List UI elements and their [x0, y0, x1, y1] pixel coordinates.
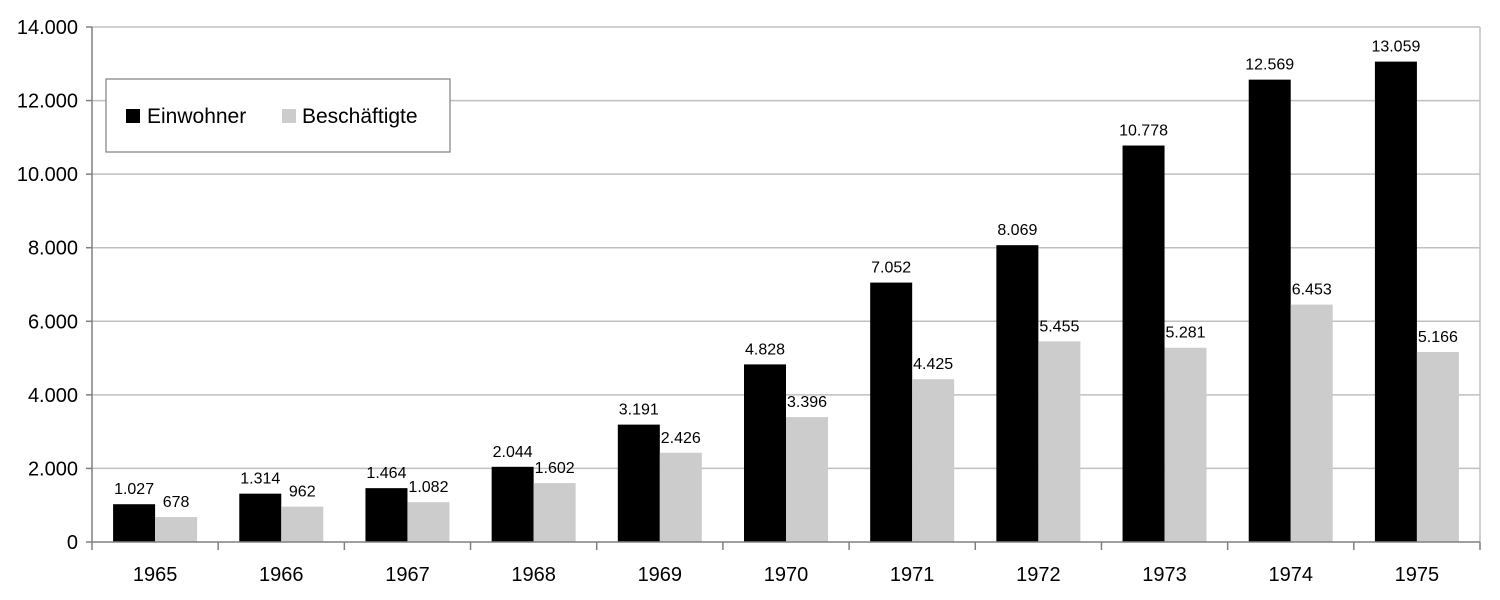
data-label-beschaeftigte-1968: 1.602 [535, 460, 575, 477]
bar-einwohner-1972 [996, 245, 1039, 542]
y-tick-label: 4.000 [28, 385, 78, 407]
data-label-beschaeftigte-1965: 678 [163, 494, 190, 511]
bar-beschaeftigte-1966 [281, 506, 324, 542]
x-tick-label: 1969 [638, 564, 683, 586]
bar-einwohner-1975 [1374, 61, 1417, 542]
legend-label-einwohner: Einwohner [147, 105, 246, 128]
data-label-einwohner-1975: 13.059 [1371, 39, 1420, 56]
y-tick-label: 0 [67, 532, 78, 554]
data-label-einwohner-1969: 3.191 [619, 402, 659, 419]
y-tick-label: 10.000 [17, 164, 78, 186]
data-label-beschaeftigte-1970: 3.396 [787, 394, 827, 411]
bar-einwohner-1971 [870, 282, 913, 542]
data-label-beschaeftigte-1969: 2.426 [661, 430, 701, 447]
labels: 0 2.000 4.000 6.000 8.000 10.000 12.000 14.000 1… [17, 17, 1458, 586]
x-tick-label: 1975 [1395, 564, 1440, 586]
data-label-einwohner-1966: 1.314 [240, 471, 280, 488]
data-label-einwohner-1968: 2.044 [493, 444, 533, 461]
legend-label-beschaeftigte: Beschäftigte [302, 105, 418, 128]
bar-einwohner-1965 [113, 504, 156, 542]
y-tick-label: 2.000 [28, 458, 78, 480]
x-tick-label: 1974 [1268, 564, 1313, 586]
y-tick-label: 8.000 [28, 238, 78, 260]
legend-box [105, 78, 451, 153]
data-label-beschaeftigte-1972: 5.455 [1039, 318, 1079, 335]
data-label-einwohner-1965: 1.027 [114, 481, 154, 498]
data-label-beschaeftigte-1973: 5.281 [1166, 325, 1206, 342]
bar-einwohner-1974 [1248, 79, 1291, 543]
y-tick-label: 14.000 [17, 17, 78, 39]
x-tick-label: 1972 [1016, 564, 1061, 586]
legend-swatch-einwohner [126, 109, 140, 123]
bar-beschaeftigte-1972 [1038, 341, 1081, 542]
bar-einwohner-1967 [365, 488, 408, 542]
data-label-einwohner-1973: 10.778 [1119, 123, 1168, 140]
data-label-beschaeftigte-1966: 962 [289, 484, 316, 501]
data-label-einwohner-1967: 1.464 [366, 465, 406, 482]
legend: Einwohner Beschäftigte [105, 78, 451, 153]
data-label-einwohner-1971: 7.052 [871, 260, 911, 277]
x-tick-label: 1968 [511, 564, 556, 586]
data-label-beschaeftigte-1971: 4.425 [913, 356, 953, 373]
x-tick-label: 1970 [764, 564, 809, 586]
data-label-einwohner-1972: 8.069 [997, 222, 1037, 239]
data-label-einwohner-1970: 4.828 [745, 341, 785, 358]
bars [113, 61, 1459, 543]
bar-einwohner-1973 [1122, 145, 1165, 543]
bar-einwohner-1966 [239, 493, 282, 542]
y-tick-label: 12.000 [17, 91, 78, 113]
x-tick-label: 1971 [890, 564, 935, 586]
legend-swatch-beschaeftigte [282, 109, 296, 123]
data-label-beschaeftigte-1975: 5.166 [1418, 329, 1458, 346]
data-label-einwohner-1974: 12.569 [1245, 57, 1294, 74]
bar-beschaeftigte-1970 [786, 417, 828, 542]
bar-beschaeftigte-1974 [1290, 304, 1333, 542]
bar-beschaeftigte-1973 [1164, 347, 1207, 542]
bar-einwohner-1970 [744, 364, 786, 542]
x-tick-label: 1966 [259, 564, 304, 586]
bar-beschaeftigte-1969 [659, 452, 702, 542]
bar-beschaeftigte-1968 [533, 483, 576, 542]
bar-einwohner-1969 [617, 424, 660, 542]
x-tick-label: 1967 [385, 564, 430, 586]
bar-einwohner-1968 [491, 466, 534, 542]
data-label-beschaeftigte-1974: 6.453 [1292, 282, 1332, 299]
bar-beschaeftigte-1975 [1416, 351, 1459, 542]
bar-beschaeftigte-1967 [407, 502, 450, 542]
data-label-beschaeftigte-1967: 1.082 [408, 479, 448, 496]
x-tick-label: 1973 [1142, 564, 1187, 586]
x-tick-label: 1965 [133, 564, 178, 586]
bar-beschaeftigte-1971 [912, 379, 955, 542]
axes [86, 26, 1481, 550]
y-tick-label: 6.000 [28, 311, 78, 333]
bar-beschaeftigte-1965 [155, 517, 198, 542]
